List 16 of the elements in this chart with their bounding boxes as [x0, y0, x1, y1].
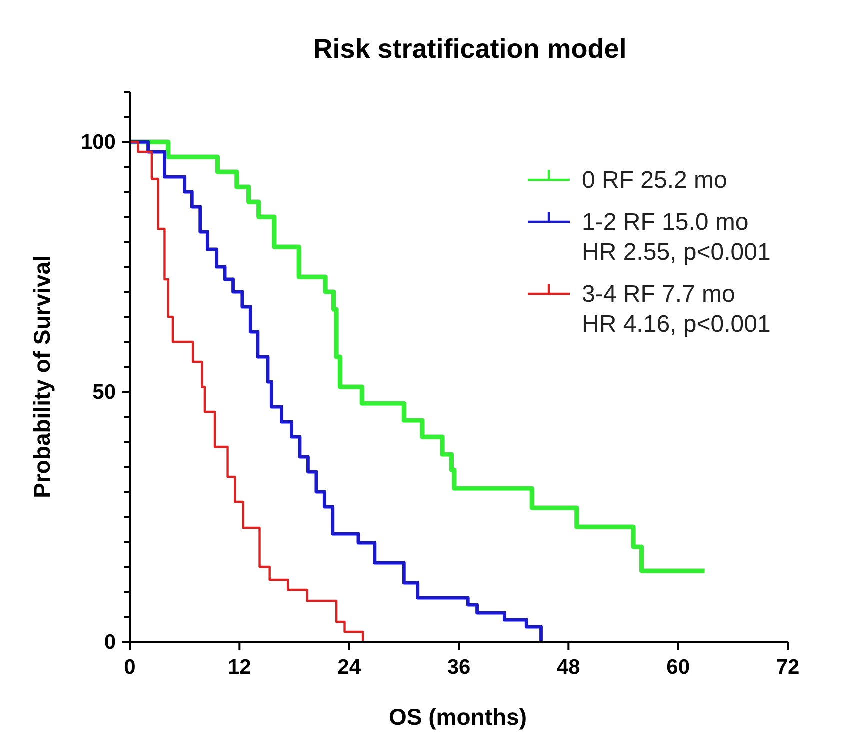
legend-label: 0 RF 25.2 mo [582, 167, 728, 194]
y-tick-label: 100 [80, 131, 116, 154]
x-tick-label: 12 [228, 656, 252, 679]
chart-title: Risk stratification model [313, 34, 627, 64]
x-tick-label: 48 [556, 656, 581, 679]
legend-label: 3-4 RF 7.7 mo HR 4.16, p<0.001 [582, 281, 771, 338]
x-tick-label: 60 [666, 656, 690, 679]
x-tick-label: 0 [124, 656, 136, 679]
x-axis-title: OS (months) [389, 704, 527, 730]
x-tick-label: 24 [338, 656, 362, 679]
x-tick-label: 72 [776, 656, 800, 679]
x-tick-label: 36 [447, 656, 471, 679]
y-axis-title: Probability of Survival [29, 256, 55, 498]
y-tick-label: 0 [104, 631, 116, 654]
y-tick-label: 50 [92, 381, 116, 404]
legend-label: 1-2 RF 15.0 mo HR 2.55, p<0.001 [582, 209, 771, 266]
